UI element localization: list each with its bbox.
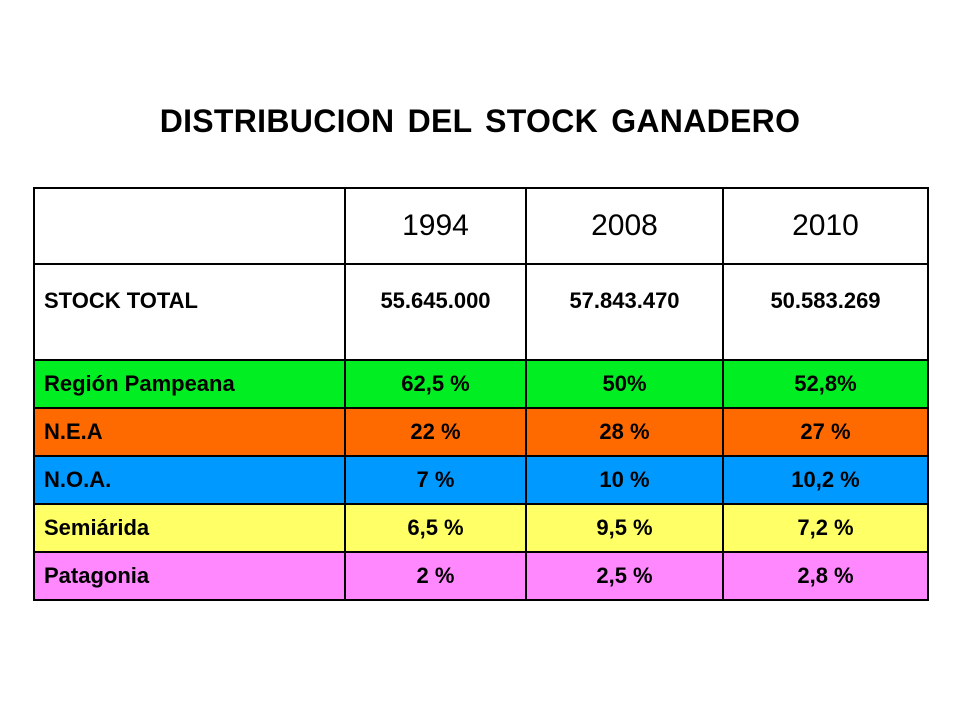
region-value-1994: 62,5 % <box>344 359 527 409</box>
region-row-noa: N.O.A. 7 % 10 % 10,2 % <box>33 455 929 505</box>
region-value-2010: 2,8 % <box>722 551 929 601</box>
region-name: Región Pampeana <box>33 359 346 409</box>
year-header-2010: 2010 <box>722 187 929 265</box>
page-title: DISTRIBUCION DEL STOCK GANADERO <box>159 103 801 139</box>
region-name: Patagonia <box>33 551 346 601</box>
stock-total-1994: 55.645.000 <box>344 263 527 365</box>
region-value-1994: 6,5 % <box>344 503 527 553</box>
region-row-patagonia: Patagonia 2 % 2,5 % 2,8 % <box>33 551 929 601</box>
region-value-1994: 7 % <box>344 455 527 505</box>
region-name: Semiárida <box>33 503 346 553</box>
stock-total-2010: 50.583.269 <box>722 263 929 365</box>
region-value-2010: 7,2 % <box>722 503 929 553</box>
stock-total-label: STOCK TOTAL <box>33 263 346 365</box>
region-name: N.O.A. <box>33 455 346 505</box>
stock-total-2008: 57.843.470 <box>525 263 724 365</box>
region-value-2010: 27 % <box>722 407 929 457</box>
region-name: N.E.A <box>33 407 346 457</box>
stock-total-table: 1994 2008 2010 STOCK TOTAL 55.645.000 57… <box>33 187 929 365</box>
year-header-2008: 2008 <box>525 187 724 265</box>
region-value-1994: 2 % <box>344 551 527 601</box>
region-value-2008: 28 % <box>525 407 724 457</box>
region-row-nea: N.E.A 22 % 28 % 27 % <box>33 407 929 457</box>
region-value-2008: 9,5 % <box>525 503 724 553</box>
region-value-2008: 50% <box>525 359 724 409</box>
region-value-2008: 10 % <box>525 455 724 505</box>
year-header-row: 1994 2008 2010 <box>33 187 929 265</box>
region-value-2010: 10,2 % <box>722 455 929 505</box>
header-empty-cell <box>33 187 346 265</box>
region-value-2010: 52,8% <box>722 359 929 409</box>
region-value-1994: 22 % <box>344 407 527 457</box>
region-value-2008: 2,5 % <box>525 551 724 601</box>
region-row-semiarida: Semiárida 6,5 % 9,5 % 7,2 % <box>33 503 929 553</box>
region-row-pampeana: Región Pampeana 62,5 % 50% 52,8% <box>33 359 929 409</box>
region-distribution-table: Región Pampeana 62,5 % 50% 52,8% N.E.A 2… <box>33 359 929 601</box>
year-header-1994: 1994 <box>344 187 527 265</box>
stock-total-row: STOCK TOTAL 55.645.000 57.843.470 50.583… <box>33 263 929 365</box>
